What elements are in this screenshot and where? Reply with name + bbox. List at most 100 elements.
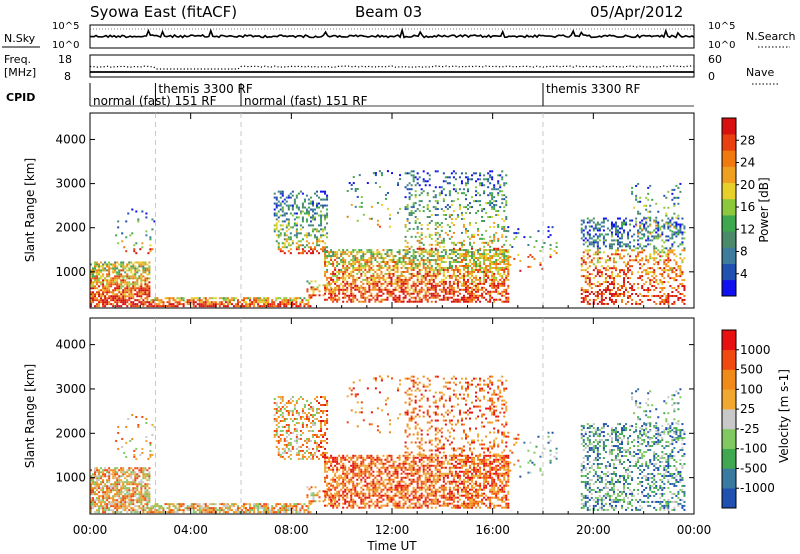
power-cell [491,266,494,269]
power-cell [505,290,508,293]
power-cell [358,286,361,289]
power-cell [466,298,470,301]
power-cell [388,292,391,295]
power-cell [418,200,421,203]
power-cell [106,297,109,300]
power-cell [483,263,486,265]
power-cell [667,221,670,224]
power-cell [283,214,286,217]
power-cell [236,299,239,302]
power-cell [307,242,310,245]
power-cell [384,278,387,281]
power-cell [681,279,684,282]
power-cell [434,276,437,279]
power-cell [584,275,587,278]
power-cell [493,255,496,258]
power-cell [454,300,457,303]
power-cell [352,268,355,271]
power-cell [600,294,603,297]
power-cell [336,264,339,267]
power-cell [430,233,433,236]
power-cell [142,289,145,292]
power-cell [495,249,498,252]
velocity-cell [102,489,105,492]
power-cell [370,276,373,279]
power-cell [130,283,133,286]
power-cell [424,284,427,287]
power-cell [493,225,496,228]
power-cell [98,291,101,294]
power-cell [374,276,377,279]
power-cell [473,172,476,175]
power-cell [434,227,437,230]
power-cell [326,194,329,197]
power-cell [336,300,339,303]
power-cell [202,301,205,304]
power-cell [269,303,272,306]
power-cell [136,279,139,282]
power-cell [122,275,125,278]
power-cell [675,184,678,187]
power-cell [324,204,327,207]
power-cell [625,245,628,248]
power-cell [344,296,347,299]
power-cell [92,291,95,294]
power-cell [497,188,500,191]
power-cell [350,203,353,206]
power-cell [442,268,445,271]
velocity-cell [146,501,149,504]
power-cell [663,293,666,295]
power-cell [432,268,435,271]
power-cell [653,229,656,232]
power-cell [473,257,476,260]
velocity-cell [94,511,97,514]
power-cell [582,229,585,232]
power-cell [313,248,316,251]
velocity-cell [230,509,233,512]
power-cell [106,279,109,282]
power-cell [412,178,415,181]
power-cell [303,212,306,215]
power-cell [102,265,105,268]
power-cell [334,272,337,275]
power-cell [473,298,476,301]
power-cell [635,220,638,223]
power-cell [584,289,587,292]
power-cell [108,271,111,274]
power-cell [659,300,662,303]
power-cell [182,303,185,306]
power-cell [352,264,355,267]
velocity-cell [146,507,149,510]
power-cell [315,206,319,209]
power-cell [307,246,310,249]
power-cell [588,265,591,268]
power-cell [426,290,429,293]
power-cell [122,295,125,298]
power-cell [90,291,93,294]
power-cell [122,281,125,284]
power-cell [144,263,147,266]
power-cell [404,225,407,228]
velocity-cell [98,511,101,514]
power-cell [462,225,465,228]
power-cell [493,188,496,191]
power-cell [151,248,154,251]
power-cell [326,278,329,281]
velocity-cell [192,511,195,514]
power-cell [430,292,433,295]
velocity-cell [118,489,121,492]
power-cell [140,301,143,304]
power-cell [370,217,373,220]
velocity-cell [122,497,125,500]
power-cell [362,282,365,285]
power-cell [489,249,492,252]
power-cell [653,251,656,254]
power-cell [503,255,506,258]
power-cell [126,273,129,276]
power-cell [671,235,674,238]
power-cell [293,297,296,300]
power-cell [322,228,325,231]
power-cell [475,200,478,203]
power-cell [586,251,589,254]
power-cell [497,225,500,228]
